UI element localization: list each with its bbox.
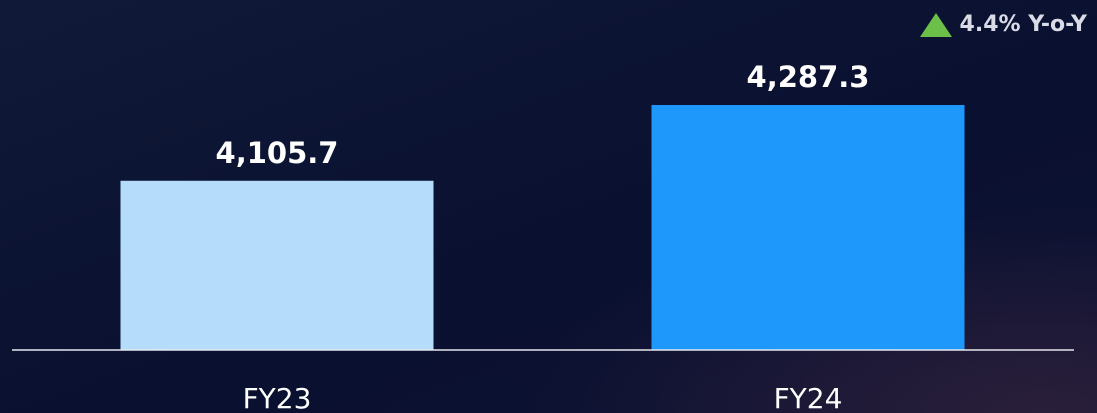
x-tick-label-fy24: FY24 bbox=[774, 382, 843, 413]
x-tick-label-fy23: FY23 bbox=[243, 382, 312, 413]
data-label-fy23: 4,105.7 bbox=[216, 136, 339, 170]
data-label-fy24: 4,287.3 bbox=[747, 60, 870, 94]
yoy-badge: 4.4% Y-o-Y bbox=[919, 12, 1087, 37]
bar-fy23 bbox=[120, 180, 434, 350]
triangle-up-icon bbox=[919, 12, 952, 37]
yoy-badge-label: 4.4% Y-o-Y bbox=[959, 12, 1087, 37]
bar-fy24 bbox=[651, 105, 965, 351]
